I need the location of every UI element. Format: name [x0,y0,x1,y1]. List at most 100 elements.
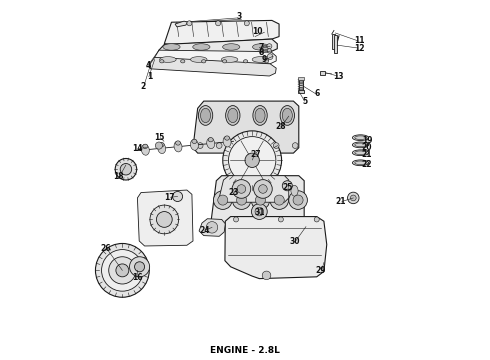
Ellipse shape [143,144,148,148]
Ellipse shape [265,60,269,63]
Text: 12: 12 [354,44,365,53]
Ellipse shape [246,185,253,196]
Circle shape [267,54,273,59]
Ellipse shape [193,44,210,50]
Text: 29: 29 [315,266,325,275]
Text: 15: 15 [154,133,165,142]
Polygon shape [155,50,276,64]
Text: 25: 25 [282,183,293,192]
Text: 26: 26 [100,244,110,253]
Polygon shape [199,219,225,236]
Circle shape [293,195,303,205]
Text: 21: 21 [362,150,372,159]
Ellipse shape [253,105,267,125]
Ellipse shape [208,138,213,142]
Ellipse shape [160,57,176,62]
Ellipse shape [282,108,293,123]
Bar [320,71,325,75]
Circle shape [187,21,192,26]
Circle shape [245,153,259,167]
Circle shape [254,180,272,198]
Ellipse shape [141,144,149,155]
Bar [263,50,268,52]
Circle shape [155,142,163,149]
Bar [298,90,304,93]
Ellipse shape [207,138,215,149]
Ellipse shape [252,44,270,50]
Circle shape [347,192,359,204]
Ellipse shape [223,136,231,147]
Circle shape [237,185,245,193]
Ellipse shape [252,57,269,62]
Circle shape [262,271,271,280]
Circle shape [255,195,266,205]
Text: 18: 18 [114,172,124,181]
Circle shape [197,143,203,148]
Polygon shape [193,101,299,153]
Bar [334,36,337,53]
Circle shape [129,257,149,277]
Text: 2: 2 [140,82,146,91]
Ellipse shape [163,44,180,50]
Text: 10: 10 [252,27,263,36]
Text: 8: 8 [258,48,264,57]
Circle shape [274,195,284,205]
Text: 20: 20 [362,143,372,152]
Ellipse shape [191,140,198,150]
Ellipse shape [222,44,240,50]
Ellipse shape [244,60,248,63]
Circle shape [120,163,132,175]
Bar [264,55,269,58]
Text: 17: 17 [164,193,175,202]
Polygon shape [150,57,276,76]
Bar [299,78,303,92]
Circle shape [216,143,222,148]
Circle shape [270,191,289,210]
Circle shape [282,181,293,191]
Circle shape [267,44,272,49]
Polygon shape [175,21,188,27]
Circle shape [314,217,319,222]
Ellipse shape [198,105,213,125]
Ellipse shape [228,108,238,123]
Ellipse shape [352,160,368,166]
Circle shape [293,143,298,148]
Ellipse shape [192,139,197,144]
Circle shape [237,195,246,205]
Circle shape [232,191,251,210]
Ellipse shape [352,150,368,156]
Text: ENGINE - 2.8L: ENGINE - 2.8L [210,346,280,355]
Bar [263,45,268,47]
Ellipse shape [269,185,275,196]
Ellipse shape [174,141,182,152]
Ellipse shape [222,60,227,63]
Circle shape [273,143,279,148]
Polygon shape [219,176,289,202]
Circle shape [150,205,179,234]
Text: 1: 1 [147,72,152,81]
Text: 19: 19 [362,136,372,145]
Circle shape [223,131,282,190]
Circle shape [101,249,143,291]
Ellipse shape [158,143,166,154]
Circle shape [214,191,232,210]
Text: 13: 13 [333,72,343,81]
Circle shape [115,158,137,180]
Circle shape [228,136,276,184]
Ellipse shape [352,135,368,140]
Circle shape [109,257,136,284]
Text: 9: 9 [262,55,268,64]
Ellipse shape [355,143,366,147]
Circle shape [156,212,172,227]
Circle shape [135,262,145,272]
Circle shape [254,143,260,148]
Text: 30: 30 [289,237,300,246]
Circle shape [255,207,264,216]
Text: 22: 22 [362,160,372,169]
Ellipse shape [255,108,265,123]
Polygon shape [159,39,277,57]
Ellipse shape [181,60,185,63]
Text: 24: 24 [199,226,210,235]
Polygon shape [211,176,304,225]
Polygon shape [164,21,279,44]
